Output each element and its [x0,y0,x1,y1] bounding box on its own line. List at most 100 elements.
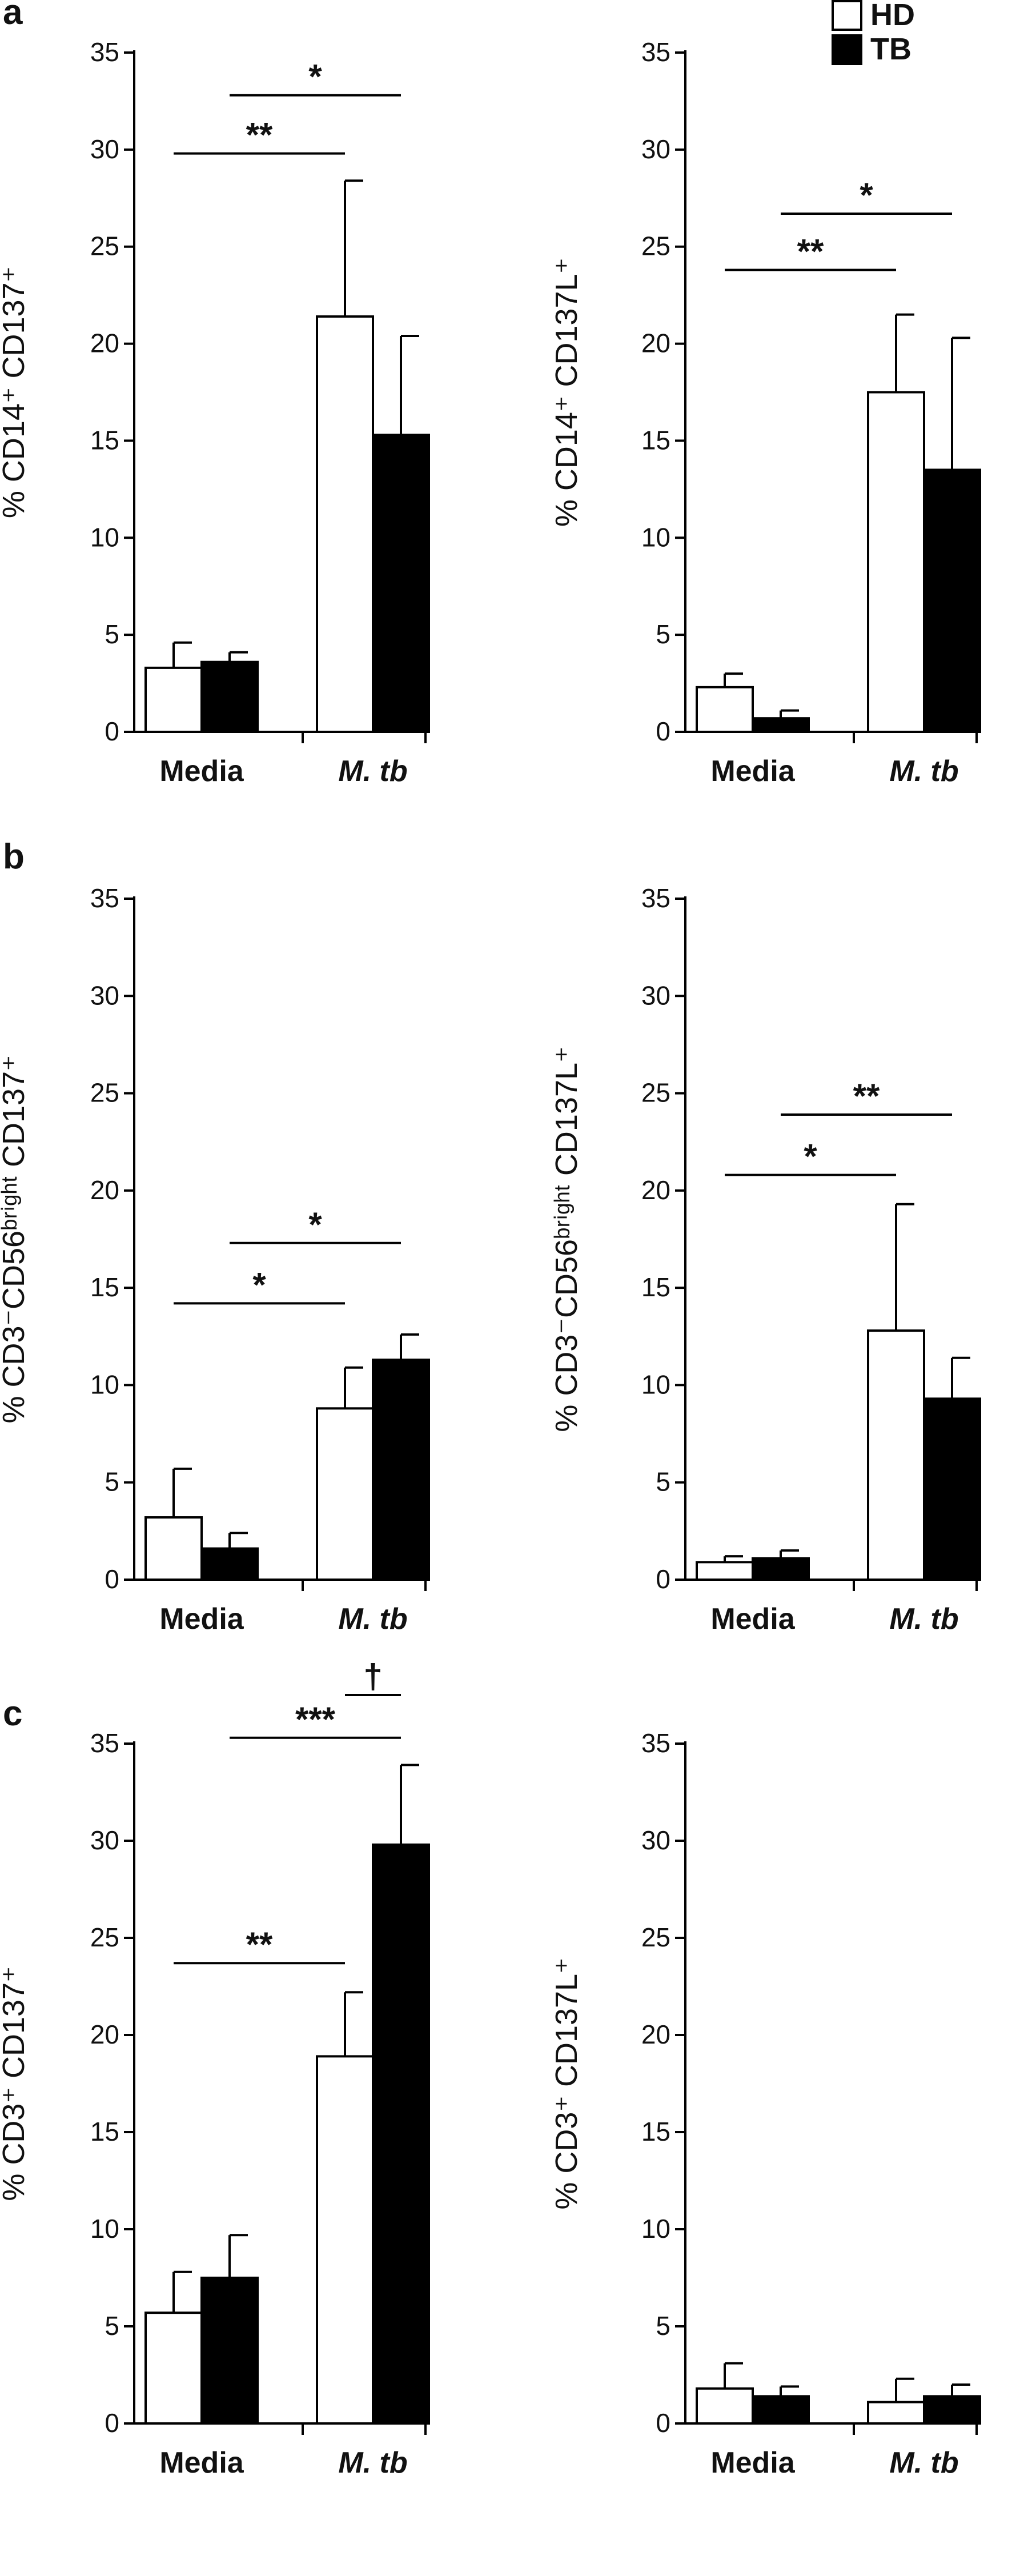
y-tick-label: 0 [656,716,670,746]
bar-tb [923,1397,981,1581]
significance-label: ** [853,1077,880,1115]
y-tick-label: 25 [641,1078,670,1108]
significance-label: ** [246,1925,273,1964]
y-tick-label: 15 [641,2117,670,2146]
y-tick-label: 25 [90,1078,119,1108]
y-tick-label: 15 [90,1272,119,1302]
legend: HD TB [832,0,915,66]
chart-6: 0 5 10 15 20 25 30 35 Media M. tb % CD3⁺ CD137L⁺ [549,1728,981,2479]
bar-hd [144,666,203,733]
significance-label: ** [246,116,273,154]
bar-hd [696,686,754,734]
y-tick-label: 20 [90,2020,119,2049]
legend-swatch-tb [832,34,862,65]
y-tick-label: 10 [641,2214,670,2244]
x-category-label: Media [159,755,244,788]
legend-label-hd: HD [870,0,915,32]
x-category-label: Media [159,2446,244,2479]
significance-label: * [308,1205,322,1244]
y-tick-label: 20 [641,328,670,358]
significance-label: * [804,1137,817,1176]
y-tick-label: 0 [656,2408,670,2438]
y-tick-label: 20 [90,1175,119,1205]
significance-label: * [252,1265,266,1304]
panel-letter-a: a [3,0,23,32]
chart-4: 0 5 10 15 20 25 30 35 Media M. tb % CD3⁻CD56ᵇʳⁱᵍʰᵗ… [549,883,981,1636]
y-tick-label: 35 [90,1728,119,1758]
bar-hd [316,315,374,733]
y-tick-label: 10 [641,1369,670,1399]
bar-tb [752,1557,810,1581]
bar-tb [200,2277,259,2425]
y-tick-label: 35 [641,883,670,913]
y-tick-label: 35 [90,883,119,913]
bar-tb [923,2395,981,2425]
x-category-label: M. tb [889,1603,958,1636]
y-tick-label: 5 [656,619,670,649]
bar-hd [316,2055,374,2425]
bar-tb [200,1547,259,1581]
y-tick-label: 30 [90,134,119,164]
y-tick-label: 35 [641,37,670,67]
bar-tb [923,468,981,734]
bar-hd [867,1329,925,1581]
bar-hd [144,1516,203,1581]
bar-hd [696,1561,754,1581]
bar-tb [752,717,810,733]
significance-label: † [363,1657,382,1696]
bar-hd [144,2311,203,2425]
y-axis-label: % CD3⁻CD56ᵇʳⁱᵍʰᵗ CD137L⁺ [549,1046,584,1432]
bar-tb [752,2395,810,2425]
y-tick-label: 30 [90,980,119,1010]
y-tick-label: 0 [105,1564,119,1594]
y-axis-label: % CD14⁺ CD137L⁺ [549,258,584,527]
x-category-label: Media [159,1603,244,1636]
bar-hd [696,2387,754,2425]
y-tick-label: 5 [105,1467,119,1497]
bar-tb [372,434,430,733]
y-tick-label: 25 [641,1922,670,1952]
bar-hd [867,2401,925,2425]
bar-hd [867,391,925,733]
y-axis-label: % CD3⁻CD56ᵇʳⁱᵍʰᵗ CD137⁺ [0,1055,31,1423]
x-category-label: Media [710,755,795,788]
significance-label: * [308,58,322,96]
y-axis-label: % CD3⁺ CD137⁺ [0,1966,31,2201]
x-category-label: M. tb [889,755,958,788]
y-tick-label: 30 [641,1825,670,1855]
y-tick-label: 20 [90,328,119,358]
y-tick-label: 5 [656,2311,670,2341]
x-category-label: M. tb [338,1603,407,1636]
x-category-label: M. tb [338,2446,407,2479]
x-category-label: Media [710,2446,795,2479]
legend-swatch-hd [832,0,862,31]
legend-label-tb: TB [870,32,911,66]
y-axis-label: % CD3⁺ CD137L⁺ [549,1957,584,2209]
y-tick-label: 0 [105,2408,119,2438]
panel-letter-c: c [3,1694,22,1733]
y-tick-label: 10 [90,522,119,552]
y-tick-label: 5 [105,2311,119,2341]
chart-2: 0 5 10 15 20 25 30 35 Media M. tb % CD14⁺ CD137L⁺ *… [549,37,981,788]
y-tick-label: 20 [641,2020,670,2049]
y-tick-label: 35 [90,37,119,67]
y-tick-label: 25 [90,1922,119,1952]
bar-tb [200,660,259,734]
y-tick-label: 10 [90,1369,119,1399]
y-tick-label: 15 [641,425,670,455]
y-tick-label: 10 [641,522,670,552]
y-tick-label: 35 [641,1728,670,1758]
chart-3: 0 5 10 15 20 25 30 35 Media M. tb % CD3⁻CD56ᵇʳⁱᵍʰᵗ… [0,883,430,1636]
y-axis-label: % CD14⁺ CD137⁺ [0,266,31,518]
y-tick-label: 20 [641,1175,670,1205]
y-tick-label: 15 [90,2117,119,2146]
y-tick-label: 10 [90,2214,119,2244]
significance-label: ** [797,232,824,270]
significance-label: *** [295,1700,336,1738]
bar-tb [372,1359,430,1581]
y-tick-label: 25 [90,231,119,261]
